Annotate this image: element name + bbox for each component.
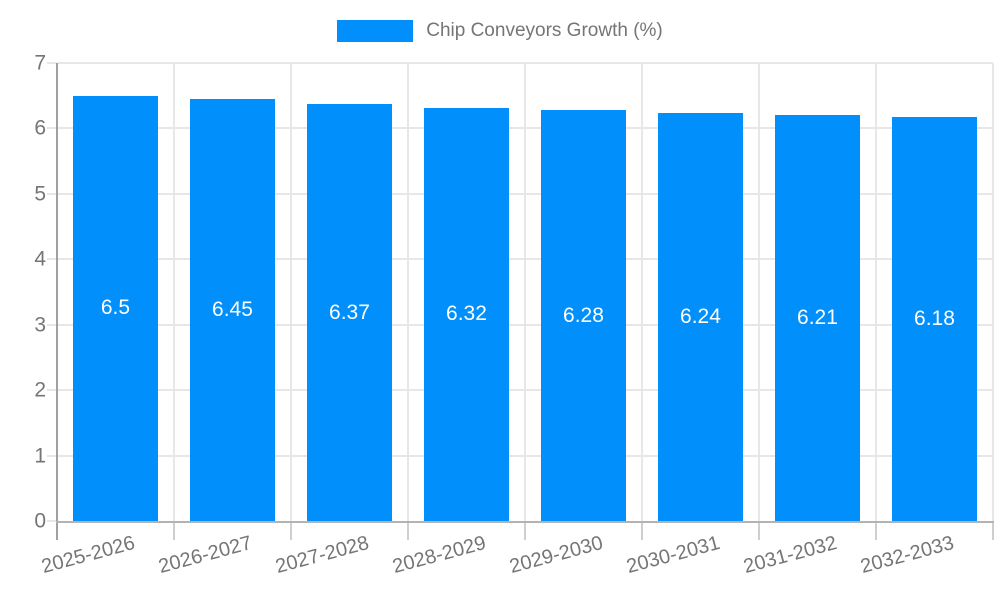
gridline-vertical xyxy=(173,63,175,521)
bar-value-label: 6.5 xyxy=(100,296,131,320)
bar[interactable]: 6.28 xyxy=(540,110,627,521)
y-axis-tick xyxy=(47,520,56,522)
bar-column: 6.21 xyxy=(759,63,876,521)
x-axis-tick xyxy=(524,523,526,540)
y-axis-label: 0 xyxy=(34,509,46,533)
legend-label: Chip Conveyors Growth (%) xyxy=(426,20,663,41)
x-axis-tick xyxy=(407,523,409,540)
y-axis-tick xyxy=(47,192,56,195)
bar-value-label: 6.37 xyxy=(329,300,370,324)
x-axis-tick xyxy=(290,523,292,540)
y-axis-tick-marks xyxy=(47,62,56,522)
bar-value-label: 6.24 xyxy=(680,304,721,328)
bar[interactable]: 6.18 xyxy=(891,116,978,521)
bar-value-label: 6.28 xyxy=(563,303,604,327)
y-axis-label: 7 xyxy=(34,51,46,75)
bar[interactable]: 6.24 xyxy=(657,112,744,521)
y-axis-line xyxy=(56,63,58,540)
y-axis-tick xyxy=(47,389,56,392)
bar-column: 6.5 xyxy=(57,63,174,521)
bar-column: 6.24 xyxy=(642,63,759,521)
plot-area: 6.5 6.45 6.37 6.32 6.28 6.24 6.21 6.18 xyxy=(57,62,994,521)
x-axis-tick xyxy=(875,523,877,540)
legend-item[interactable]: Chip Conveyors Growth (%) xyxy=(337,20,663,42)
bar-value-label: 6.18 xyxy=(914,306,955,330)
legend-marker-icon xyxy=(337,20,414,42)
y-axis-label: 3 xyxy=(34,313,46,337)
gridline-vertical xyxy=(407,63,409,521)
bar-value-label: 6.21 xyxy=(797,305,838,329)
y-axis-tick xyxy=(47,258,56,261)
bar-value-label: 6.32 xyxy=(446,302,487,326)
bar[interactable]: 6.5 xyxy=(72,95,159,521)
gridline-vertical xyxy=(758,63,760,521)
y-axis-tick xyxy=(47,323,56,326)
y-axis-label: 6 xyxy=(34,116,46,140)
gridline-vertical xyxy=(992,63,994,521)
y-axis-tick xyxy=(47,454,56,457)
y-axis-label: 4 xyxy=(34,247,46,271)
bar[interactable]: 6.37 xyxy=(306,104,393,521)
bar-value-label: 6.45 xyxy=(212,298,253,321)
x-axis-label: 2026-2027 xyxy=(156,532,255,579)
bar[interactable]: 6.45 xyxy=(189,99,276,521)
y-axis-label: 1 xyxy=(34,444,46,468)
bar[interactable]: 6.32 xyxy=(423,107,510,521)
x-axis-tick-marks xyxy=(57,523,994,540)
x-axis-labels: 2025-2026 2026-2027 2027-2028 2028-2029 2029… xyxy=(39,522,993,600)
y-axis-labels: 0 1 2 3 4 5 6 7 xyxy=(0,53,46,532)
bar-column: 6.37 xyxy=(291,63,408,521)
x-axis-tick xyxy=(992,523,994,540)
bar-column: 6.45 xyxy=(174,63,291,521)
gridline-vertical xyxy=(524,63,526,521)
x-axis-tick xyxy=(173,523,175,540)
x-axis-label: 2025-2026 xyxy=(39,532,138,579)
gridline-vertical xyxy=(875,63,877,521)
y-axis-tick xyxy=(47,127,56,130)
y-axis-tick xyxy=(47,62,56,64)
x-axis-line xyxy=(56,521,994,523)
y-axis-label: 2 xyxy=(34,378,46,402)
legend: Chip Conveyors Growth (%) xyxy=(0,20,1000,42)
x-axis-label: 2031-2032 xyxy=(741,532,840,579)
x-axis-label: 2029-2030 xyxy=(507,532,606,579)
y-axis-label: 5 xyxy=(34,182,46,206)
x-axis-tick xyxy=(758,523,760,540)
bar-column: 6.32 xyxy=(408,63,525,521)
x-axis-label: 2032-2033 xyxy=(858,532,957,579)
bar-column: 6.18 xyxy=(876,63,993,521)
x-axis-label: 2027-2028 xyxy=(273,532,372,579)
x-axis-label: 2028-2029 xyxy=(390,532,489,579)
bar-column: 6.28 xyxy=(525,63,642,521)
bar[interactable]: 6.21 xyxy=(774,114,861,521)
x-axis-label: 2030-2031 xyxy=(624,532,723,579)
gridline-vertical xyxy=(290,63,292,521)
gridline-vertical xyxy=(641,63,643,521)
x-axis-tick xyxy=(641,523,643,540)
